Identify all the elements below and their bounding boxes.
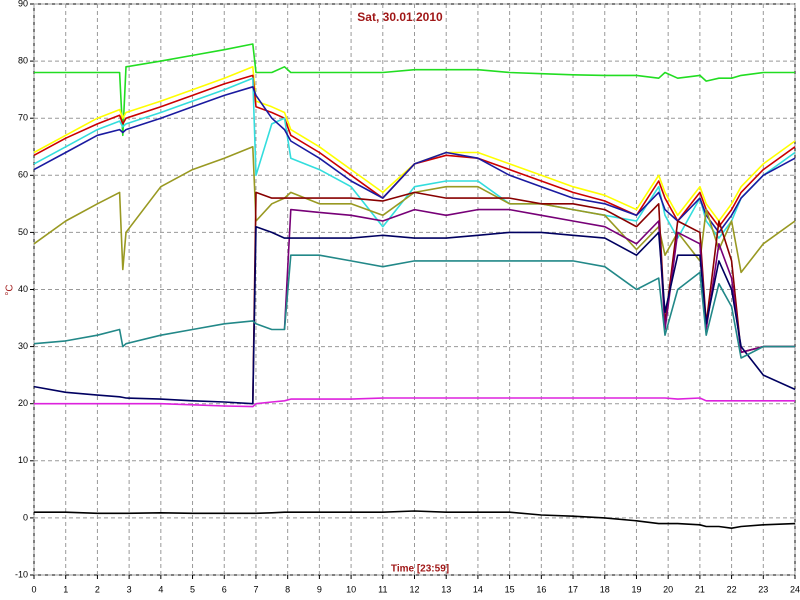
series-line (283, 208, 795, 354)
x-tick-label: 12 (409, 584, 419, 594)
x-tick-label: 19 (631, 584, 641, 594)
x-tick-label: 0 (31, 584, 36, 594)
x-axis-label: Time [23:59] (391, 564, 449, 575)
x-tick-label: 5 (190, 584, 195, 594)
series-line (34, 43, 795, 137)
y-tick-label: 20 (18, 398, 28, 408)
series-line (33, 225, 796, 405)
x-tick-label: 3 (127, 584, 132, 594)
chart-title: Sat, 30.01.2010 (357, 10, 443, 24)
series-line (34, 397, 795, 408)
series-line (252, 191, 795, 404)
y-axis-label: °C (5, 284, 16, 295)
y-tick-label: 40 (18, 284, 28, 294)
y-tick-label: 30 (18, 341, 28, 351)
y-tick-label: 0 (23, 512, 28, 522)
y-tick-label: 10 (18, 455, 28, 465)
x-tick-label: 6 (222, 584, 227, 594)
y-tick-label: 50 (18, 227, 28, 237)
y-tick-label: 70 (18, 113, 28, 123)
series-line (34, 510, 796, 529)
x-tick-label: 11 (378, 584, 387, 594)
x-tick-label: 18 (600, 584, 610, 594)
y-tick-label: -10 (15, 569, 28, 579)
y-tick-label: 90 (18, 0, 28, 8)
y-tick-label: 80 (18, 55, 28, 65)
x-tick-label: 21 (695, 584, 705, 594)
x-tick-label: 7 (253, 584, 258, 594)
x-tick-label: 17 (568, 584, 578, 594)
x-tick-label: 22 (727, 584, 737, 594)
x-tick-label: 24 (790, 584, 800, 594)
series-line (33, 86, 796, 234)
x-tick-label: 2 (95, 584, 100, 594)
x-tick-label: 1 (63, 584, 68, 594)
x-tick-label: 23 (758, 584, 768, 594)
x-tick-label: 8 (285, 584, 290, 594)
x-tick-label: 15 (505, 584, 515, 594)
series-line (33, 254, 795, 359)
x-tick-label: 13 (441, 584, 451, 594)
x-tick-label: 4 (158, 584, 163, 594)
x-tick-label: 10 (346, 584, 356, 594)
x-tick-label: 14 (473, 584, 483, 594)
x-tick-label: 9 (317, 584, 322, 594)
y-tick-label: 60 (18, 170, 28, 180)
x-tick-label: 16 (536, 584, 546, 594)
x-tick-label: 20 (663, 584, 673, 594)
